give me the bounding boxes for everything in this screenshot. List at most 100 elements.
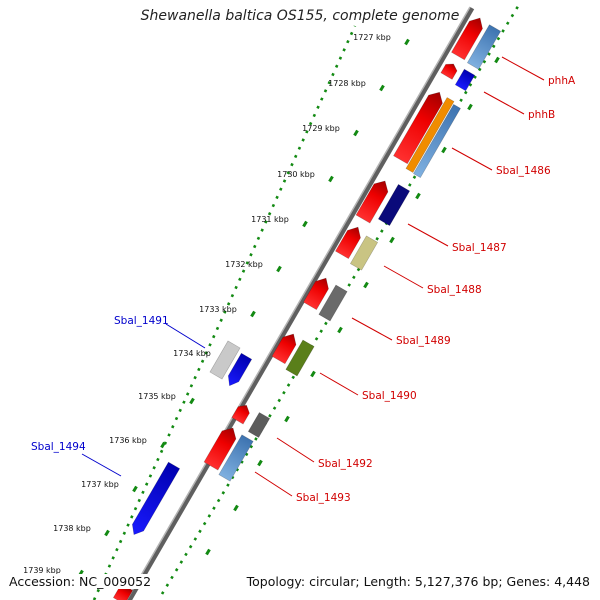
gene-Sbal_1486-product-shape: [413, 103, 461, 179]
gene-label: Sbal_1492: [318, 458, 373, 470]
topology-summary: Topology: circular; Length: 5,127,376 bp…: [246, 574, 590, 589]
scale-tick: [284, 415, 290, 423]
gene-Sbal_1486-band: [405, 97, 455, 173]
gene-phhA-product: [466, 24, 502, 70]
scale-tick: [328, 175, 334, 183]
scale-ticks: [78, 38, 500, 577]
leader-line: [501, 56, 545, 81]
gene-Sbal_1488-shape: [335, 226, 361, 260]
scale-label: 1739 kbp: [23, 566, 61, 575]
gene-phhB: [440, 63, 458, 80]
backbone-line: [126, 6, 475, 600]
backbone-highlight: [125, 6, 471, 600]
sequence-backbone: [125, 6, 475, 600]
gene-Sbal_1489-shape: [303, 277, 329, 311]
gene-Sbal_1491-product: [227, 352, 253, 387]
gene-phhA: [451, 17, 483, 61]
gene-Sbal_1492: [231, 404, 250, 425]
scale-tick: [337, 326, 343, 334]
scale-label: 1728 kbp: [328, 79, 366, 88]
scale-label: 1735 kbp: [138, 392, 176, 401]
gene-Sbal_1493-product: [218, 434, 254, 482]
scale-tick: [310, 370, 316, 378]
gene-phhB-product: [454, 68, 476, 92]
gene-label: Sbal_1494: [31, 441, 86, 453]
outer-dot-track: [92, 25, 357, 600]
leader-line: [451, 147, 493, 171]
leader-line: [483, 91, 525, 115]
scale-label: 1734 kbp: [173, 349, 211, 358]
gene-label: Sbal_1493: [296, 492, 351, 504]
scale-tick: [276, 265, 282, 273]
scale-label: 1733 kbp: [199, 305, 237, 314]
labels: 1727 kbp 1728 kbp 1729 kbp 1730 kbp 1731 kbp…: [23, 33, 576, 575]
gene-label: phhA: [548, 75, 576, 87]
gene-Sbal_1492-product: [247, 412, 271, 438]
gene-Sbal_1491: [209, 340, 241, 380]
gene-Sbal_1488: [335, 226, 361, 260]
scale-label: 1738 kbp: [53, 524, 91, 533]
leader-line: [407, 223, 449, 247]
scale-label: 1730 kbp: [277, 170, 315, 179]
gene-label: phhB: [528, 109, 555, 121]
gene-label: Sbal_1487: [452, 242, 507, 254]
gene-Sbal_1491-shape: [209, 340, 241, 380]
gene-label: Sbal_1490: [362, 390, 417, 402]
gene-phhB-product-shape: [454, 68, 476, 92]
leader-line: [81, 453, 122, 477]
gene-Sbal_1492-product-shape: [247, 412, 271, 438]
gene-Sbal_1487-product: [377, 184, 411, 226]
gene-Sbal_1491-product-shape: [227, 352, 253, 387]
gene-Sbal_1486: [393, 91, 443, 165]
gene-Sbal_1493-shape: [203, 427, 237, 471]
scale-label: 1729 kbp: [302, 124, 340, 133]
scale-tick: [205, 548, 211, 556]
leader-line: [351, 317, 393, 341]
scale-tick: [257, 459, 263, 467]
gene-Sbal_1486-product: [413, 103, 461, 179]
map-title: Shewanella baltica OS155, complete genom…: [140, 8, 460, 24]
scale-label: 1731 kbp: [251, 215, 289, 224]
scale-tick: [160, 441, 166, 449]
scale-label: 1736 kbp: [109, 436, 147, 445]
gene-Sbal_1490-product-shape: [285, 339, 315, 377]
scale-tick: [404, 38, 410, 46]
leader-line: [276, 437, 315, 463]
gene-Sbal_1489-product: [318, 284, 348, 322]
gene-Sbal_1487-shape: [355, 180, 389, 224]
accession-label: Accession: NC_009052: [9, 574, 152, 589]
gene-Sbal_1488-product: [349, 235, 379, 271]
gene-Sbal_1493-product-shape: [218, 434, 254, 482]
leader-line: [165, 323, 206, 349]
leader-line: [319, 372, 359, 396]
gene-features: [112, 17, 502, 600]
scale-tick: [467, 103, 473, 111]
gene-label: Sbal_1486: [496, 165, 551, 177]
gene-label: Sbal_1488: [427, 284, 482, 296]
gene-Sbal_1494-shape: [132, 461, 181, 536]
scale-tick: [389, 236, 395, 244]
scale-tick: [415, 192, 421, 200]
gene-Sbal_1492-shape: [231, 404, 250, 425]
tick-dot-lines: [92, 2, 522, 600]
gene-phhA-shape: [451, 17, 483, 61]
gene-Sbal_1486-shape: [393, 91, 443, 165]
scale-tick: [132, 485, 138, 493]
gene-phhA-product-shape: [466, 24, 502, 70]
scale-tick: [353, 129, 359, 137]
scale-tick: [302, 220, 308, 228]
scale-tick: [379, 84, 385, 92]
gene-Sbal_1494: [132, 461, 181, 536]
gene-Sbal_1489-product-shape: [318, 284, 348, 322]
gene-Sbal_1490: [271, 333, 297, 365]
gene-label: Sbal_1489: [396, 335, 451, 347]
gene-Sbal_1490-product: [285, 339, 315, 377]
scale-tick: [189, 397, 195, 405]
leader-line: [383, 265, 424, 289]
label-leader-lines: [81, 56, 545, 497]
gene-Sbal_1490-shape: [271, 333, 297, 365]
gene-Sbal_1486-band-shape: [405, 97, 455, 173]
scale-tick: [494, 56, 500, 64]
scale-tick: [441, 146, 447, 154]
